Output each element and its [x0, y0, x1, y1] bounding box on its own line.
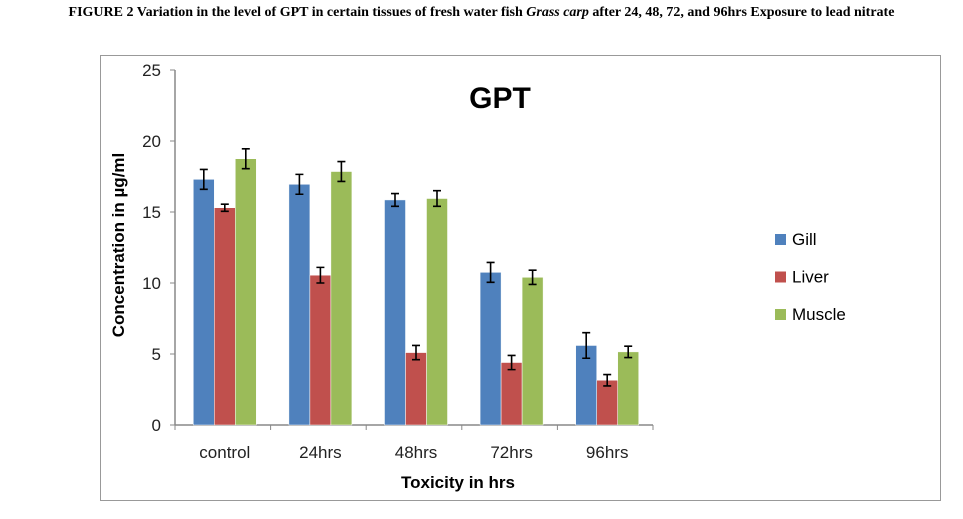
error-bar	[241, 148, 250, 170]
legend-swatch-muscle	[775, 309, 786, 320]
legend-label-liver: Liver	[792, 268, 829, 287]
x-tick-label: control	[199, 443, 250, 462]
legend-swatch-gill	[775, 234, 786, 245]
error-bar	[433, 189, 441, 208]
error-bar	[220, 203, 229, 213]
caption-text: FIGURE 2 Variation in the level of GPT i…	[68, 5, 527, 20]
error-bar	[528, 269, 537, 286]
bar-gill	[288, 184, 311, 426]
bar-gill	[193, 179, 215, 426]
error-bar	[295, 173, 304, 196]
x-tick-label: 96hrs	[586, 443, 629, 462]
bar-liver	[596, 380, 618, 426]
error-bar	[316, 266, 325, 284]
y-tick-label: 10	[142, 274, 161, 293]
bar-muscle	[426, 198, 448, 426]
bar-liver	[309, 274, 332, 426]
y-tick-label: 20	[142, 132, 161, 151]
y-tick-label: 0	[152, 416, 161, 435]
chart-title: GPT	[469, 82, 531, 115]
caption-species: Grass carp	[526, 5, 589, 20]
bar-liver	[500, 362, 523, 426]
bar-muscle	[521, 277, 544, 426]
y-tick-label: 15	[142, 203, 161, 222]
y-axis-label: Concentration in µg/ml	[109, 153, 128, 338]
error-bar	[412, 344, 420, 361]
bar-muscle	[617, 351, 639, 426]
error-bar	[603, 373, 612, 387]
bar-liver	[405, 352, 427, 426]
legend-label-muscle: Muscle	[792, 305, 846, 324]
error-bar	[582, 331, 591, 360]
error-bar	[486, 261, 495, 284]
error-bar	[624, 345, 633, 359]
bar-muscle	[235, 158, 257, 426]
caption-text-end: after 24, 48, 72, and 96hrs Exposure to …	[588, 5, 895, 20]
error-bar	[391, 192, 399, 208]
bar-muscle	[330, 171, 353, 426]
x-tick-label: 48hrs	[395, 443, 438, 462]
chart-frame	[100, 55, 941, 501]
figure-caption: FIGURE 2 Variation in the level of GPT i…	[0, 4, 963, 21]
error-bar	[337, 160, 346, 183]
x-tick-label: 24hrs	[299, 443, 342, 462]
y-tick-label: 25	[142, 61, 161, 80]
y-tick-label: 5	[152, 345, 161, 364]
x-axis-label: Toxicity in hrs	[401, 473, 515, 492]
bar-gill	[384, 199, 406, 426]
legend-swatch-liver	[775, 271, 786, 283]
bar-liver	[214, 207, 236, 426]
legend-label-gill: Gill	[792, 230, 817, 249]
error-bar	[507, 354, 516, 371]
x-tick-label: 72hrs	[490, 443, 533, 462]
error-bar	[199, 168, 208, 191]
bar-gill	[479, 272, 502, 426]
